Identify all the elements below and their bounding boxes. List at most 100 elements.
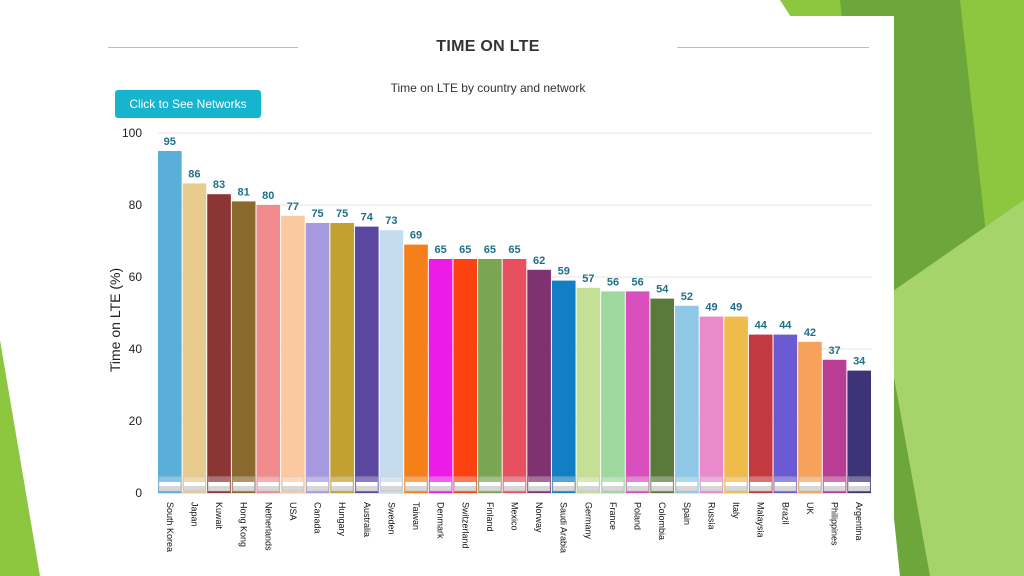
value-label: 37 [828,345,840,357]
flag-icon [700,476,723,492]
bar[interactable] [576,287,601,493]
bar[interactable] [650,298,675,493]
flag-icon [577,476,600,492]
flag-icon [626,476,649,492]
bar[interactable] [502,259,527,493]
bar[interactable] [625,291,650,493]
category-label: South Korea [165,502,175,552]
flag-icon [183,476,206,492]
bar[interactable] [281,215,305,494]
value-label: 62 [533,255,545,267]
page-title: TIME ON LTE [436,38,540,55]
bar[interactable] [158,151,182,493]
flag-icon [528,476,551,492]
see-networks-button[interactable]: Click to See Networks [115,90,261,118]
flag-icon [749,476,772,492]
bar[interactable] [305,223,330,493]
value-label: 65 [508,244,520,256]
lte-bar-chart: 0 20 40 60 80 100 95 86 83 81 80 77 75 75 74 73 69 65 65 6… [107,126,872,553]
flag-icon [158,476,181,492]
flag-icon [675,476,698,492]
value-label: 74 [361,212,374,224]
value-label: 83 [213,179,225,191]
bar[interactable] [182,183,207,493]
bar[interactable] [675,305,699,493]
category-label: Canada [313,502,323,534]
category-label: UK [805,502,815,515]
value-label: 54 [656,284,669,296]
category-label: France [608,502,618,530]
bar[interactable] [773,334,798,493]
flag-icon [848,476,871,492]
value-label: 81 [238,186,250,198]
value-label: 49 [730,302,742,314]
decor-shape-bottom-left [0,340,40,576]
flag-icon [503,476,526,492]
value-label: 44 [755,320,768,332]
flag-icon [355,476,378,492]
y-axis-ticks: 0 20 40 60 80 100 [122,126,142,500]
flag-icon [429,476,452,492]
category-label: Norway [534,502,544,533]
y-tick-label: 40 [129,342,143,356]
category-label: Kuwait [214,502,224,530]
category-label: Switzerland [460,502,470,549]
category-label: Hungary [337,502,347,537]
flag-icon [552,476,575,492]
bar[interactable] [404,244,428,493]
y-tick-label: 80 [129,198,143,212]
bar[interactable] [527,269,551,493]
value-label: 49 [705,302,717,314]
bar[interactable] [699,316,724,493]
bar[interactable] [798,341,822,493]
flag-icon [651,476,674,492]
category-label: Denmark [436,502,446,539]
chart-value-labels: 95 86 83 81 80 77 75 75 74 73 69 65 65 65 65 62 59 57 56 56… [164,136,866,368]
bar[interactable] [256,205,281,493]
category-label: Argentina [854,502,864,541]
flag-icon [232,476,255,492]
category-label: Colombia [657,502,667,540]
category-label: Malaysia [756,502,766,538]
value-label: 65 [484,244,496,256]
bar[interactable] [822,359,847,493]
bar[interactable] [354,226,379,493]
bar[interactable] [453,259,478,493]
bar[interactable] [724,316,748,493]
category-label: Japan [189,502,199,527]
value-label: 52 [681,291,693,303]
category-label: Spain [682,502,692,525]
chart-bars [158,151,871,494]
value-label: 86 [188,168,200,180]
value-label: 95 [164,136,176,148]
bar[interactable] [379,230,404,493]
value-label: 34 [853,356,866,368]
bar[interactable] [478,259,502,493]
value-label: 75 [336,208,348,220]
flag-icon [306,476,329,492]
flag-icon [454,476,477,492]
y-tick-label: 20 [129,414,143,428]
bar[interactable] [847,370,871,493]
flag-icon [404,476,428,492]
bar[interactable] [601,291,625,493]
category-label: USA [288,502,298,521]
flag-icon [823,476,846,492]
value-label: 57 [582,273,594,285]
y-tick-label: 60 [129,270,143,284]
bar[interactable] [748,334,773,493]
flag-icon [478,476,501,492]
category-label: Hong Kong [239,502,249,547]
flag-icon [798,476,822,492]
value-label: 44 [779,320,792,332]
bar[interactable] [330,223,354,493]
bar[interactable] [428,259,453,493]
category-label: Philippines [830,502,840,546]
bar[interactable] [207,194,231,493]
value-label: 75 [311,208,323,220]
chart-subtitle: Time on LTE by country and network [390,81,586,95]
bar[interactable] [551,280,576,493]
category-label: Italy [731,502,741,519]
flag-icon [331,476,354,492]
bar[interactable] [231,201,256,493]
